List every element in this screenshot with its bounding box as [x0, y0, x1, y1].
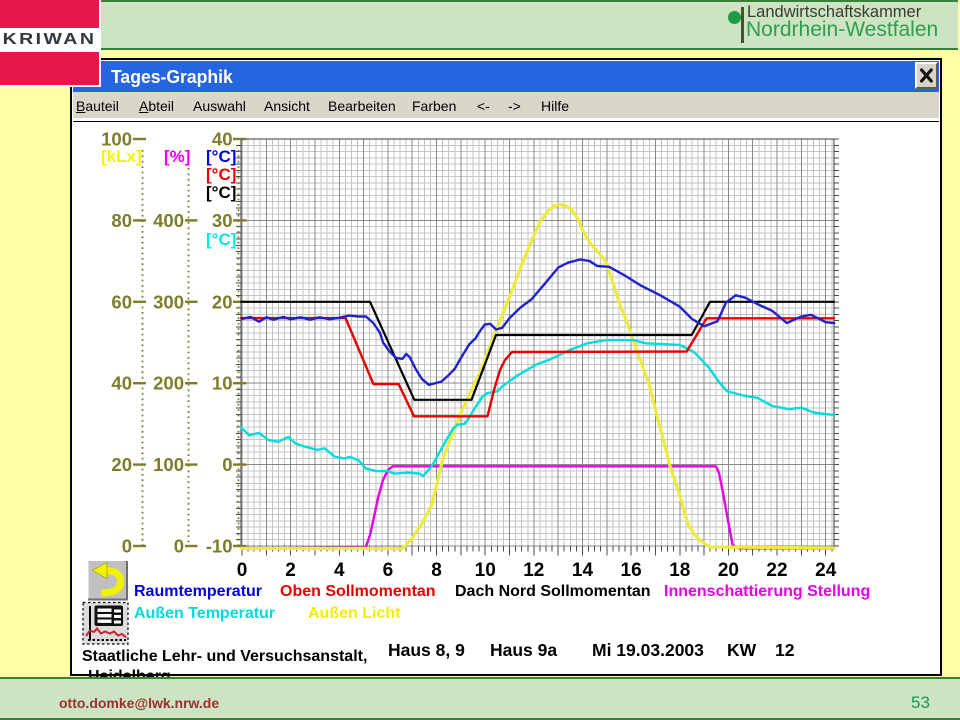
svg-text:40: 40 [111, 373, 132, 394]
svg-text:400: 400 [153, 210, 184, 231]
svg-text:Haus 9a: Haus 9a [490, 640, 557, 660]
svg-text:[%]: [%] [164, 147, 190, 166]
svg-text:60: 60 [111, 291, 132, 312]
svg-text:0: 0 [237, 560, 248, 581]
svg-text:Außen Licht: Außen Licht [308, 605, 401, 622]
svg-text:0: 0 [122, 536, 132, 557]
svg-text:20: 20 [111, 454, 132, 475]
svg-text:-10: -10 [206, 536, 233, 557]
svg-text:12: 12 [523, 560, 544, 581]
svg-text:80: 80 [111, 210, 132, 231]
svg-text:Außen Temperatur: Außen Temperatur [134, 605, 275, 622]
svg-text:Innenschattierung Stellung: Innenschattierung Stellung [664, 583, 870, 600]
svg-text:Oben Sollmomentan: Oben Sollmomentan [280, 583, 436, 600]
svg-text:[kLx]: [kLx] [101, 147, 142, 166]
svg-text:300: 300 [153, 291, 184, 312]
svg-text:40: 40 [212, 129, 233, 150]
svg-text:100: 100 [153, 454, 184, 475]
svg-text:0: 0 [222, 454, 232, 475]
svg-text:[°C]: [°C] [206, 230, 236, 249]
svg-text:18: 18 [669, 560, 690, 581]
svg-text:KW: KW [727, 640, 757, 660]
svg-text:[°C]: [°C] [206, 147, 236, 166]
svg-text:16: 16 [621, 560, 642, 581]
svg-text:Raumtemperatur: Raumtemperatur [134, 583, 262, 600]
svg-text:20: 20 [718, 560, 739, 581]
svg-text:22: 22 [766, 560, 787, 581]
svg-text:12: 12 [775, 640, 795, 660]
svg-text:Haus 8, 9: Haus 8, 9 [388, 640, 465, 660]
svg-text:200: 200 [153, 373, 184, 394]
svg-text:10: 10 [475, 560, 496, 581]
svg-text:0: 0 [174, 536, 184, 557]
svg-text:[°C]: [°C] [206, 183, 236, 202]
svg-text:24: 24 [815, 560, 837, 581]
svg-text:100: 100 [101, 129, 132, 150]
svg-text:2: 2 [285, 560, 296, 581]
svg-text:Dach Nord Sollmomentan: Dach Nord Sollmomentan [455, 583, 651, 600]
svg-text:30: 30 [212, 210, 233, 231]
svg-text:[°C]: [°C] [206, 165, 236, 184]
svg-text:Mi 19.03.2003: Mi 19.03.2003 [592, 640, 704, 660]
svg-text:Staatliche Lehr- und Versuchsa: Staatliche Lehr- und Versuchsanstalt, [82, 648, 367, 665]
svg-text:14: 14 [572, 560, 594, 581]
svg-text:20: 20 [212, 291, 233, 312]
svg-text:8: 8 [431, 560, 442, 581]
svg-text:4: 4 [334, 560, 345, 581]
svg-text:10: 10 [212, 373, 233, 394]
svg-text:6: 6 [383, 560, 394, 581]
